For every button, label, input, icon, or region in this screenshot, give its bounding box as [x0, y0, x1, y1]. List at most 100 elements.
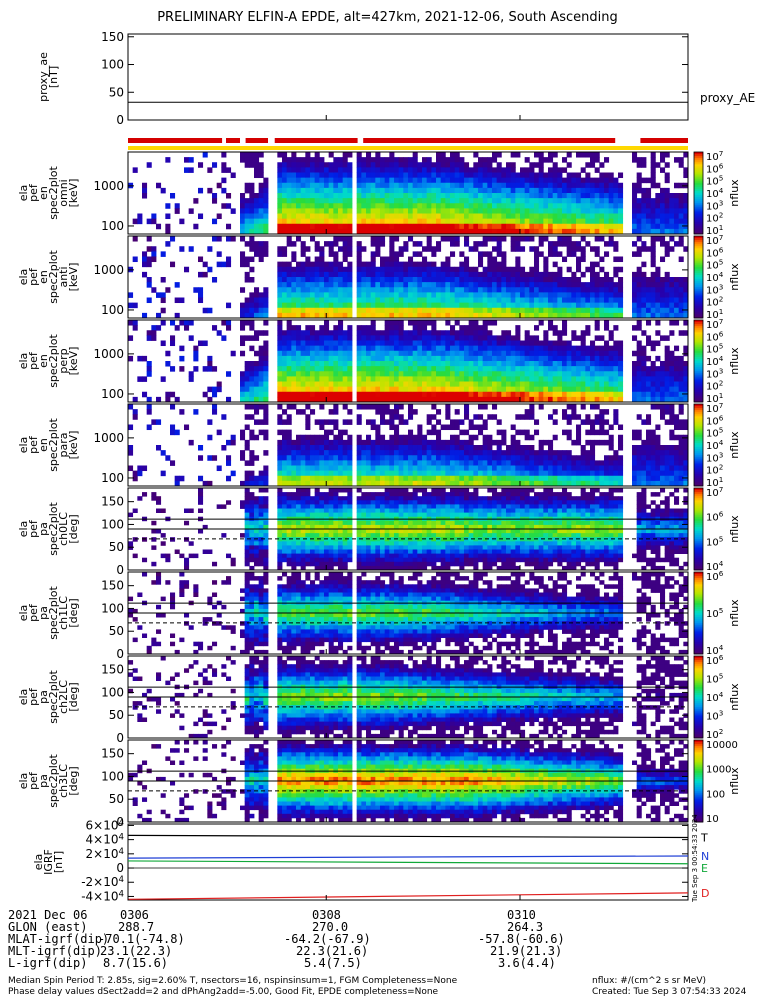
- heatmap-cell: [454, 302, 460, 309]
- heatmap-cell: [389, 228, 395, 235]
- heatmap-cell: [403, 177, 409, 184]
- heatmap-cell: [576, 213, 582, 220]
- heatmap-cell: [520, 391, 526, 398]
- heatmap-cell: [394, 218, 400, 225]
- heatmap-cell: [674, 396, 680, 403]
- heatmap-cell: [524, 434, 530, 441]
- heatmap-cell: [450, 266, 456, 273]
- heatmap-cell: [464, 371, 470, 377]
- heatmap-cell: [342, 198, 348, 204]
- heatmap-cell: [501, 465, 507, 472]
- heatmap-cell: [594, 414, 600, 420]
- heatmap-cell: [664, 251, 670, 257]
- heatmap-cell: [398, 198, 404, 204]
- heatmap-cell: [384, 330, 390, 336]
- heatmap-cell: [543, 261, 549, 268]
- heatmap-cell: [370, 350, 376, 357]
- heatmap-cell: [324, 182, 330, 189]
- heatmap-cell: [464, 271, 470, 278]
- heatmap-cell: [571, 475, 577, 482]
- heatmap-cell: [496, 198, 502, 204]
- heatmap-cell: [501, 208, 507, 214]
- heatmap-cell: [548, 371, 554, 377]
- heatmap-cell: [515, 475, 521, 482]
- heatmap-cell: [366, 287, 372, 293]
- heatmap-cell: [454, 419, 460, 425]
- heatmap-cell: [156, 292, 162, 298]
- heatmap-cell: [132, 414, 138, 420]
- heatmap-cell: [384, 460, 390, 466]
- heatmap-cell: [426, 277, 432, 283]
- heatmap-cell: [370, 450, 376, 456]
- heatmap-cell: [473, 218, 479, 225]
- heatmap-cell: [487, 391, 493, 398]
- colorbar-swatch: [694, 393, 703, 397]
- heatmap-cell: [473, 246, 479, 252]
- heatmap-cell: [534, 460, 540, 466]
- heatmap-cell: [646, 177, 652, 184]
- heatmap-cell: [599, 391, 605, 398]
- heatmap-cell: [291, 381, 297, 388]
- heatmap-cell: [501, 381, 507, 388]
- heatmap-cell: [291, 366, 297, 372]
- heatmap-cell: [300, 203, 306, 209]
- heatmap-cell: [254, 330, 260, 336]
- heatmap-cell: [492, 292, 498, 298]
- heatmap-cell: [454, 297, 460, 304]
- heatmap-cell: [212, 162, 218, 168]
- heatmap-cell: [431, 396, 437, 403]
- heatmap-cell: [669, 312, 675, 319]
- heatmap-cell: [137, 465, 143, 472]
- heatmap-cell: [604, 376, 610, 382]
- heatmap-cell: [282, 182, 288, 189]
- heatmap-cell: [282, 386, 288, 393]
- heatmap-cell: [310, 330, 316, 336]
- heatmap-cell: [296, 386, 302, 393]
- heatmap-cell: [487, 287, 493, 293]
- heatmap-cell: [454, 371, 460, 377]
- heatmap-cell: [282, 246, 288, 252]
- heatmap-cell: [464, 256, 470, 263]
- heatmap-cell: [263, 246, 269, 252]
- heatmap-cell: [244, 271, 250, 278]
- heatmap-cell: [305, 292, 311, 298]
- heatmap-cell: [160, 307, 166, 314]
- heatmap-cell: [636, 228, 642, 235]
- heatmap-cell: [468, 312, 474, 319]
- heatmap-cell: [618, 297, 624, 304]
- heatmap-cell: [585, 198, 591, 204]
- heatmap-cell: [664, 203, 670, 209]
- heatmap-cell: [487, 162, 493, 168]
- heatmap-cell: [436, 475, 442, 482]
- heatmap-cell: [226, 256, 232, 263]
- heatmap-cell: [529, 445, 535, 451]
- heatmap-cell: [389, 465, 395, 472]
- heatmap-cell: [482, 480, 488, 487]
- heatmap-cell: [431, 450, 437, 456]
- heatmap-cell: [412, 450, 418, 456]
- heatmap-cell: [417, 480, 423, 487]
- heatmap-cell: [380, 434, 386, 441]
- heatmap-cell: [422, 208, 428, 214]
- heatmap-cell: [426, 340, 432, 347]
- heatmap-cell: [501, 198, 507, 204]
- heatmap-cell: [506, 287, 512, 293]
- y-tick-label: 100: [101, 219, 124, 233]
- heatmap-cell: [552, 450, 558, 456]
- heatmap-cell: [548, 251, 554, 257]
- heatmap-cell: [576, 361, 582, 367]
- heatmap-cell: [398, 203, 404, 209]
- heatmap-cell: [683, 312, 689, 319]
- heatmap-cell: [277, 340, 283, 347]
- heatmap-cell: [478, 460, 484, 466]
- heatmap-cell: [436, 445, 442, 451]
- heatmap-cell: [487, 465, 493, 472]
- heatmap-cell: [585, 465, 591, 472]
- heatmap-cell: [459, 376, 465, 382]
- heatmap-cell: [576, 376, 582, 382]
- heatmap-cell: [422, 450, 428, 456]
- heatmap-cell: [468, 193, 474, 199]
- heatmap-cell: [492, 475, 498, 482]
- colorbar-swatch: [694, 195, 703, 198]
- heatmap-cell: [459, 198, 465, 204]
